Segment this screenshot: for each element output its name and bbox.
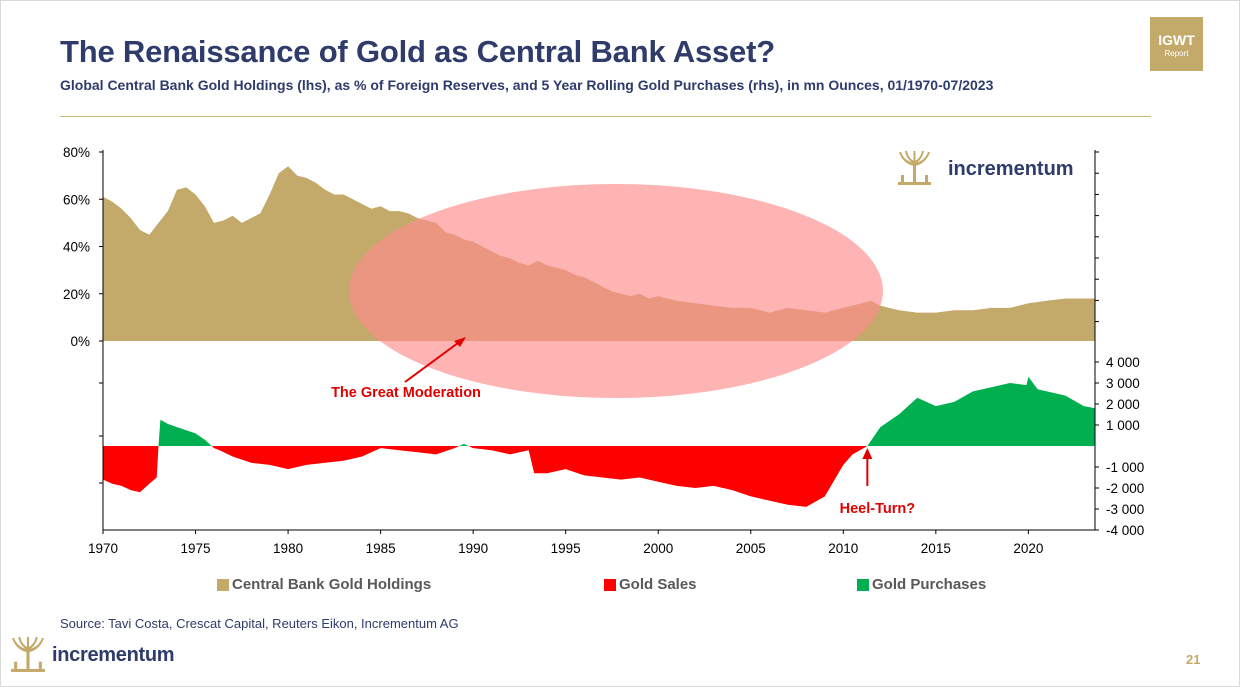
left-tick-label: 60% xyxy=(63,192,90,207)
badge-sub-text: Report xyxy=(1164,49,1189,58)
chart-logo: incrementum xyxy=(898,151,1074,185)
badge-main-text: IGWT xyxy=(1158,32,1195,48)
left-tick-label: 40% xyxy=(63,240,90,255)
right-tick-label: 1 000 xyxy=(1106,418,1140,433)
source-note: Source: Tavi Costa, Crescat Capital, Reu… xyxy=(60,616,459,631)
chart-legend: Central Bank Gold Holdings Gold Sales Go… xyxy=(0,576,1240,596)
heel-turn-arrowhead xyxy=(862,448,873,459)
x-tick-label: 1990 xyxy=(458,541,488,556)
x-tick-label: 2000 xyxy=(643,541,673,556)
right-tick-label: 3 000 xyxy=(1106,376,1140,391)
igwt-badge: IGWT Report xyxy=(1150,17,1203,71)
header-divider xyxy=(60,116,1151,117)
legend-item-sales: Gold Sales xyxy=(604,576,697,593)
chart-tick-labels: 0% 20% 40% 60% 80% 4 000 3 000 2 000 1 000 -1 000… xyxy=(63,145,1144,556)
left-tick-label: 20% xyxy=(63,287,90,302)
x-tick-label: 2010 xyxy=(828,541,858,556)
tree-logo-icon xyxy=(898,151,931,185)
great-moderation-ellipse xyxy=(349,184,883,398)
legend-swatch-purchases xyxy=(857,578,869,591)
right-tick-label: -2 000 xyxy=(1106,481,1144,496)
legend-label-purchases: Gold Purchases xyxy=(872,576,987,593)
x-tick-label: 1970 xyxy=(88,541,118,556)
legend-label-holdings: Central Bank Gold Holdings xyxy=(232,576,432,593)
legend-item-holdings: Central Bank Gold Holdings xyxy=(217,576,431,593)
page-subtitle: Global Central Bank Gold Holdings (lhs),… xyxy=(60,77,994,93)
x-tick-label: 1980 xyxy=(273,541,303,556)
right-tick-label: -3 000 xyxy=(1106,502,1144,517)
right-tick-label: -4 000 xyxy=(1106,523,1144,538)
legend-swatch-holdings xyxy=(217,578,229,591)
legend-swatch-sales xyxy=(604,578,616,591)
chart-logo-text: incrementum xyxy=(948,158,1074,180)
left-tick-label: 0% xyxy=(70,334,90,349)
footer-logo: incrementum xyxy=(10,637,175,673)
footer-logo-text: incrementum xyxy=(52,643,175,666)
gold-sales-area xyxy=(103,446,1095,507)
great-moderation-arrow xyxy=(404,339,463,383)
great-moderation-arrowhead xyxy=(454,337,466,347)
x-tick-label: 1975 xyxy=(181,541,211,556)
great-moderation-label: The Great Moderation xyxy=(331,385,481,401)
right-tick-label: -1 000 xyxy=(1106,460,1144,475)
heel-turn-label: Heel-Turn? xyxy=(840,501,916,517)
chart-axes xyxy=(99,150,1099,534)
legend-label-sales: Gold Sales xyxy=(619,576,697,593)
gold-purchases-area xyxy=(103,376,1095,446)
tree-logo-icon xyxy=(11,637,45,672)
x-tick-label: 2020 xyxy=(1013,541,1043,556)
x-tick-label: 2015 xyxy=(921,541,951,556)
x-tick-label: 1985 xyxy=(366,541,396,556)
page-number: 21 xyxy=(1186,652,1201,667)
page-title: The Renaissance of Gold as Central Bank … xyxy=(60,34,775,69)
chart-annotations: The Great Moderation Heel-Turn? xyxy=(331,337,915,517)
right-tick-label: 4 000 xyxy=(1106,355,1140,370)
left-tick-label: 80% xyxy=(63,145,90,160)
right-tick-label: 2 000 xyxy=(1106,397,1140,412)
legend-item-purchases: Gold Purchases xyxy=(857,576,986,593)
x-tick-label: 2005 xyxy=(736,541,766,556)
x-tick-label: 1995 xyxy=(551,541,581,556)
